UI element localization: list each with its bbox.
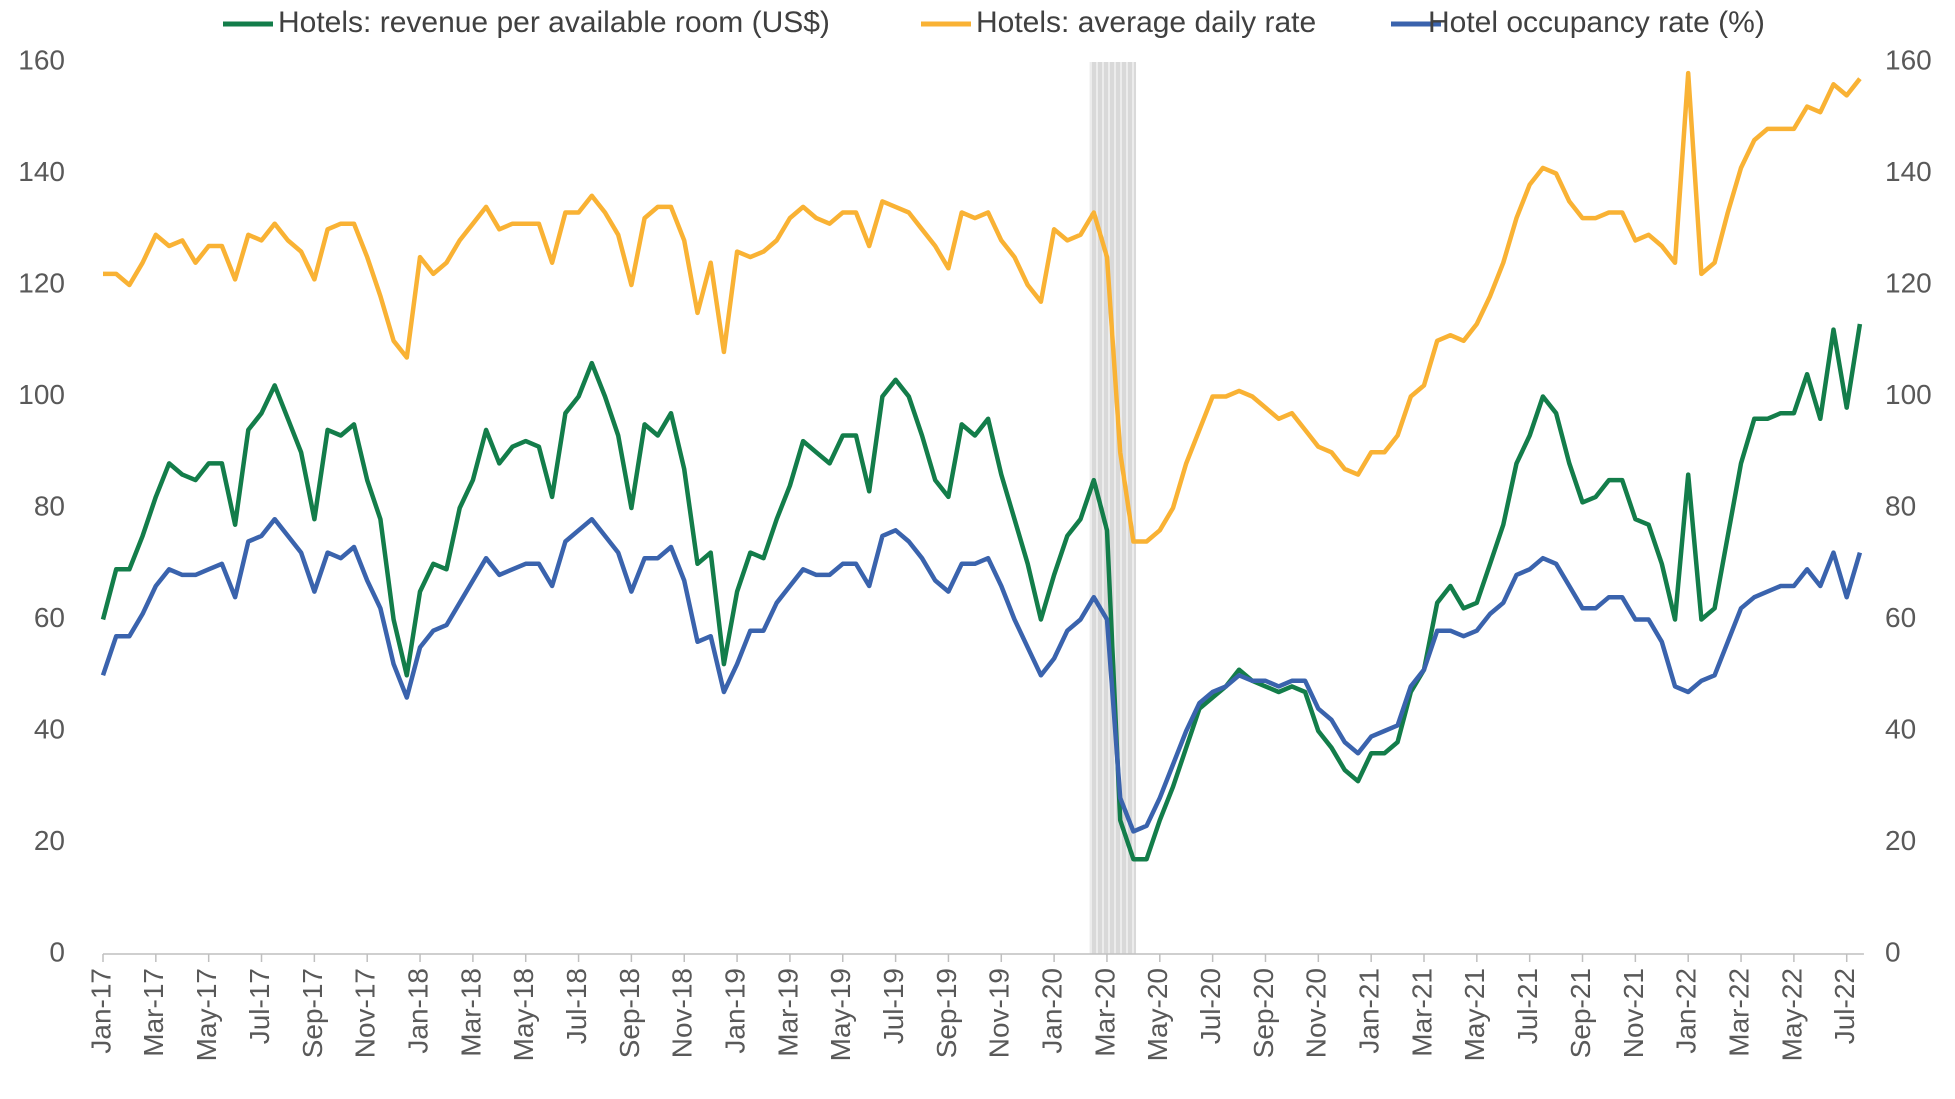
x-tick-label: Jul-20 [1195,968,1226,1044]
x-tick-label: May-22 [1776,968,1807,1061]
x-tick-label: Jan-17 [85,968,116,1054]
x-tick-label: Nov-20 [1301,968,1332,1058]
x-tick-label: May-18 [508,968,539,1061]
x-tick-label: Nov-19 [984,968,1015,1058]
x-tick-label: May-19 [825,968,856,1061]
y-tick-label: 100 [18,379,65,410]
y-tick-label: 120 [18,267,65,298]
x-tick-label: Jan-19 [719,968,750,1054]
x-tick-label: Mar-21 [1406,968,1437,1057]
series-line [103,70,1862,544]
x-tick-label: May-21 [1459,968,1490,1061]
x-tick-label: Nov-21 [1618,968,1649,1058]
legend-label: Hotel occupancy rate (%) [1428,6,1765,39]
x-tick-label: Jan-21 [1354,968,1385,1054]
x-tick-label: Sep-17 [297,968,328,1058]
x-tick-label: Mar-18 [455,968,486,1057]
y-tick-label: 40 [34,713,65,744]
x-tick-label: Sep-20 [1248,968,1279,1058]
x-tick-label: Jul-22 [1829,968,1860,1044]
x-tick-label: Nov-18 [667,968,698,1058]
x-tick-label: Jan-22 [1671,968,1702,1054]
x-tick-label: Mar-22 [1723,968,1754,1057]
legend-label: Hotels: average daily rate [976,6,1316,39]
y2-tick-label: 20 [1885,825,1916,856]
x-tick-label: Mar-20 [1089,968,1120,1057]
x-tick-label: Jul-19 [878,968,909,1044]
y-tick-label: 0 [49,936,65,967]
y2-tick-label: 120 [1885,267,1932,298]
x-tick-label: Jul-17 [244,968,275,1044]
y-tick-label: 80 [34,490,65,521]
x-tick-label: Mar-17 [138,968,169,1057]
x-tick-label: Sep-18 [614,968,645,1058]
y2-tick-label: 160 [1885,44,1932,75]
x-tick-label: Jan-20 [1037,968,1068,1054]
y2-tick-label: 60 [1885,602,1916,633]
y-tick-label: 60 [34,602,65,633]
x-tick-label: Jan-18 [402,968,433,1054]
x-tick-label: Nov-17 [350,968,381,1058]
x-tick-label: May-20 [1142,968,1173,1061]
y2-tick-label: 0 [1885,936,1901,967]
y-tick-label: 140 [18,156,65,187]
x-tick-label: Mar-19 [772,968,803,1057]
series-line [100,516,1863,834]
y2-tick-label: 140 [1885,156,1932,187]
x-tick-label: Jul-21 [1512,968,1543,1044]
series-line [100,323,1863,862]
x-tick-label: Jul-18 [561,968,592,1044]
legend-label: Hotels: revenue per available room (US$) [278,6,830,39]
x-tick-label: Sep-19 [931,968,962,1058]
y2-tick-label: 40 [1885,713,1916,744]
y-tick-label: 20 [34,825,65,856]
x-tick-label: May-17 [191,968,222,1061]
y2-tick-label: 80 [1885,490,1916,521]
x-tick-label: Sep-21 [1565,968,1596,1058]
y2-tick-label: 100 [1885,379,1932,410]
y-tick-label: 160 [18,44,65,75]
